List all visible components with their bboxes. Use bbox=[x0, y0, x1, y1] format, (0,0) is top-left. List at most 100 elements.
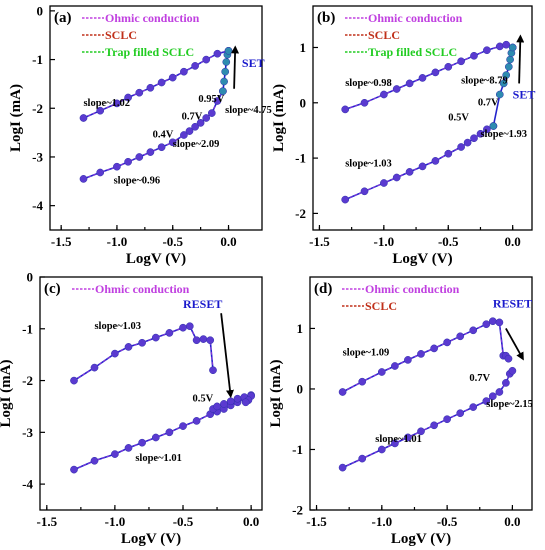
data-point bbox=[241, 398, 250, 407]
data-point bbox=[221, 67, 230, 76]
fit-line-ohmic bbox=[73, 325, 214, 381]
y-tick-label: -2 bbox=[22, 373, 33, 388]
y-tick-label: -4 bbox=[32, 198, 43, 213]
data-point bbox=[124, 157, 132, 166]
data-point bbox=[180, 131, 188, 139]
data-point bbox=[90, 456, 99, 465]
panel-3: -1.5 -1.0 -0.5 0.0 0 -1 -2 -3 -4 LogV (V) LogI (mA… bbox=[0, 270, 263, 547]
data-point bbox=[220, 77, 228, 86]
data-point bbox=[377, 445, 386, 454]
fit-line-ohmic bbox=[73, 394, 252, 470]
data-point bbox=[430, 344, 438, 353]
x-axis-label: LogV (V) bbox=[126, 251, 186, 267]
data-point bbox=[469, 403, 478, 411]
data-point bbox=[392, 173, 401, 182]
data-point bbox=[220, 400, 228, 408]
data-point bbox=[111, 450, 119, 458]
annotation: slope~1.01 bbox=[375, 434, 422, 445]
x-tick-label: -0.5 bbox=[437, 514, 458, 529]
x-tick-label: -1.0 bbox=[105, 514, 126, 529]
y-tick-label: -3 bbox=[32, 149, 43, 164]
data-point bbox=[111, 349, 119, 358]
panel-letter: (b) bbox=[317, 10, 335, 26]
data-point bbox=[185, 322, 194, 331]
data-point bbox=[202, 55, 211, 64]
switch-arrow bbox=[505, 328, 524, 361]
data-point bbox=[499, 79, 508, 88]
data-point bbox=[405, 168, 414, 176]
annotation: slope~1.02 bbox=[83, 98, 130, 109]
x-tick-label: -1.5 bbox=[309, 234, 330, 249]
data-point bbox=[146, 148, 155, 156]
y-tick-label: -1 bbox=[295, 151, 306, 166]
data-point bbox=[191, 62, 199, 70]
data-point bbox=[495, 318, 504, 327]
legend-entry: SCLC bbox=[365, 299, 397, 313]
annotation: slope~8.79 bbox=[461, 75, 508, 86]
data-point bbox=[418, 74, 427, 82]
data-point bbox=[222, 58, 231, 66]
series-line-hrs bbox=[342, 370, 514, 469]
legend-entry: Ohmic conduction bbox=[95, 282, 190, 296]
data-point bbox=[444, 62, 453, 71]
data-point bbox=[157, 78, 166, 87]
data-point bbox=[165, 428, 174, 437]
data-point bbox=[165, 329, 174, 337]
data-point bbox=[90, 363, 99, 372]
data-point bbox=[138, 438, 146, 447]
fit-line-ohmic bbox=[342, 320, 509, 393]
annotation: 0.5V bbox=[448, 112, 469, 123]
data-point bbox=[233, 394, 242, 403]
y-axis-label: LogI (mA) bbox=[0, 360, 14, 428]
annotation: slope~1.09 bbox=[343, 348, 390, 359]
data-point bbox=[470, 134, 478, 143]
x-tick-label: 0.0 bbox=[220, 234, 236, 249]
y-tick-label: 0 bbox=[27, 270, 34, 285]
panel-4: -1.5 -1.0 -0.5 0.0 1 0 -1 -2 LogV (V) LogI (mA) (d… bbox=[268, 276, 533, 547]
data-point bbox=[443, 415, 451, 424]
legend-entry: SCLC bbox=[368, 28, 400, 42]
data-point bbox=[157, 143, 166, 152]
data-point bbox=[430, 421, 438, 430]
annotation: slope~0.98 bbox=[345, 78, 392, 89]
data-point bbox=[358, 454, 367, 463]
data-point bbox=[192, 417, 201, 425]
plot-frame bbox=[312, 5, 533, 231]
legend-entry: Ohmic conduction bbox=[368, 11, 463, 25]
data-point bbox=[404, 356, 412, 364]
data-point bbox=[338, 463, 347, 472]
data-point bbox=[179, 422, 187, 430]
data-point bbox=[443, 338, 451, 347]
y-tick-label: 0 bbox=[300, 95, 307, 110]
data-point bbox=[488, 317, 497, 326]
data-point bbox=[226, 397, 235, 406]
data-point bbox=[495, 388, 504, 396]
panel-2: -1.5 -1.0 -0.5 0.0 1 0 -1 -2 LogV (V) LogI (mA) (b… bbox=[271, 5, 536, 267]
x-tick-label: -0.5 bbox=[173, 514, 194, 529]
plot-frame bbox=[39, 276, 263, 511]
data-point bbox=[135, 153, 144, 161]
data-point bbox=[417, 350, 425, 358]
annotation: slope~1.93 bbox=[480, 129, 527, 140]
data-point bbox=[113, 99, 121, 108]
data-point bbox=[199, 335, 208, 343]
data-point bbox=[444, 149, 453, 158]
x-tick-label: -0.5 bbox=[438, 234, 459, 249]
data-point bbox=[431, 68, 440, 77]
panel-letter: (a) bbox=[54, 10, 72, 26]
annotation: 0.7V bbox=[478, 98, 499, 109]
data-point bbox=[482, 397, 491, 405]
legend-entry: SCLC bbox=[105, 28, 137, 42]
data-point bbox=[338, 388, 347, 396]
panel-1: -1.5 -1.0 -0.5 0.0 0 -1 -2 -3 -4 LogV (V) LogI (mA… bbox=[8, 3, 272, 267]
data-point bbox=[483, 46, 491, 55]
data-point bbox=[70, 376, 78, 385]
data-point bbox=[495, 90, 504, 99]
data-point bbox=[456, 409, 465, 418]
switch-arrow bbox=[231, 45, 240, 89]
y-axis-label: LogI (mA) bbox=[8, 84, 24, 152]
annotation: slope~2.09 bbox=[173, 139, 220, 150]
data-point bbox=[504, 354, 513, 363]
switch-label: SET bbox=[513, 87, 536, 101]
switch-label: RESET bbox=[183, 297, 222, 311]
